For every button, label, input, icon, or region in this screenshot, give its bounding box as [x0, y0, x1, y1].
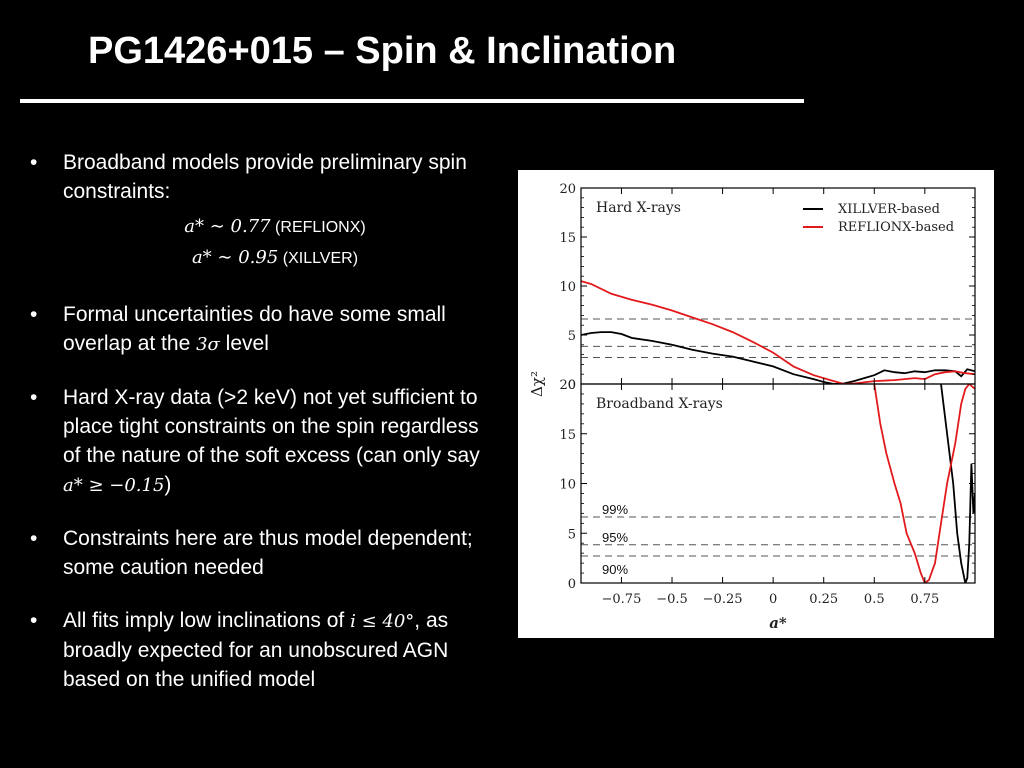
bullet-item: • Broadband models provide preliminary s… — [30, 148, 500, 206]
bullet-item: • Formal uncertainties do have some smal… — [30, 300, 500, 359]
y-tick-label: 5 — [568, 329, 576, 344]
bullet-text: Broadband models provide preliminary spi… — [63, 151, 467, 203]
spin-chi2-figure: 0 5 10 15 20 Hard X-rays 0 5 10 15 20 Broadband X-r… — [518, 170, 994, 638]
x-tick-label: −0.75 — [602, 592, 642, 607]
x-tick-label: 0.25 — [809, 592, 838, 607]
bullet-text: level — [219, 332, 269, 355]
y-tick-label: 10 — [559, 280, 576, 295]
y-tick-label: 15 — [559, 428, 576, 443]
bullet-list: • Broadband models provide preliminary s… — [30, 148, 500, 718]
x-tick-label: −0.5 — [656, 592, 688, 607]
bullet-math: 3σ — [196, 334, 220, 355]
confidence-label: 90% — [602, 562, 628, 577]
equation-reflionx: a* ∼ 0.77 (REFLIONX) — [130, 212, 420, 243]
panel-title: Broadband X-rays — [596, 396, 723, 412]
y-tick-label: 0 — [568, 577, 576, 592]
x-tick-label: −0.25 — [703, 592, 743, 607]
bullet-math: a* ≥ −0.15 — [63, 475, 165, 496]
x-tick-label: 0.5 — [864, 592, 885, 607]
panel-title: Hard X-rays — [596, 200, 681, 216]
series-line-reflionx-based — [873, 384, 975, 583]
equation-label: (REFLIONX) — [270, 219, 366, 236]
y-tick-label: 15 — [559, 231, 576, 246]
bullet-item: • Constraints here are thus model depend… — [30, 524, 500, 582]
confidence-label: 95% — [602, 530, 628, 545]
series-line-xillver-based — [940, 384, 975, 583]
bullet-math: i ≤ 40° — [350, 611, 415, 632]
bullet-dot-icon: • — [30, 151, 38, 174]
equation-label: (XILLVER) — [278, 250, 359, 267]
chart-svg: 0 5 10 15 20 Hard X-rays 0 5 10 15 20 Broadband X-r… — [528, 182, 976, 632]
y-axis-label: Δχ² — [528, 371, 546, 397]
bullet-dot-icon: • — [30, 527, 38, 550]
title-divider — [20, 99, 804, 103]
y-tick-label: 20 — [559, 378, 576, 393]
y-tick-label: 0 — [568, 378, 576, 393]
bullet-text: ) — [164, 473, 172, 496]
y-tick-label: 10 — [559, 478, 576, 493]
bullet-dot-icon: • — [30, 303, 38, 326]
series-line-reflionx-based — [581, 280, 975, 384]
equation-math: a* ∼ 0.77 — [184, 216, 271, 237]
bullet-text: Formal uncertainties do have some small … — [63, 303, 446, 355]
bullet-dot-icon: • — [30, 386, 38, 409]
y-tick-label: 20 — [559, 182, 576, 197]
panel-frame — [580, 187, 976, 385]
x-axis-label: a* — [769, 614, 787, 632]
bullet-text: Constraints here are thus model dependen… — [63, 527, 473, 579]
bullet-text: , as broadly expected for an unobscured … — [63, 609, 449, 691]
bullet-item: • Hard X-ray data (>2 keV) not yet suffi… — [30, 383, 500, 500]
confidence-label: 99% — [602, 502, 628, 517]
bullet-text: Hard X-ray data (>2 keV) not yet suffici… — [63, 386, 480, 467]
equation-xillver: a* ∼ 0.95 (XILLVER) — [130, 243, 420, 274]
bullet-dot-icon: • — [30, 609, 38, 632]
slide-title: PG1426+015 – Spin & Inclination — [88, 30, 677, 72]
x-tick-label: 0 — [769, 592, 777, 607]
equation-math: a* ∼ 0.95 — [191, 247, 279, 268]
bullet-item: • All fits imply low inclinations of i ≤… — [30, 606, 500, 694]
x-tick-label: 0.75 — [910, 592, 939, 607]
y-tick-label: 5 — [568, 527, 576, 542]
spin-equations: a* ∼ 0.77 (REFLIONX) a* ∼ 0.95 (XILLVER) — [130, 212, 420, 274]
bullet-text: All fits imply low inclinations of — [63, 609, 351, 632]
panel-frame — [580, 383, 976, 584]
legend-label: XILLVER-based — [838, 202, 940, 217]
legend-label: REFLIONX-based — [838, 220, 954, 235]
series-line-xillver-based — [581, 331, 975, 384]
